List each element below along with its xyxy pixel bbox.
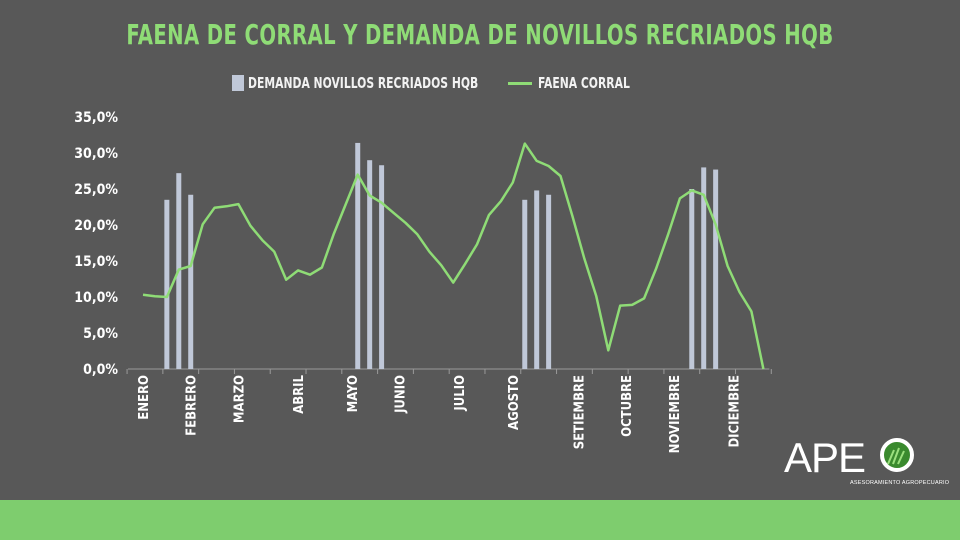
footer-bar <box>0 500 960 540</box>
demand-bar <box>689 189 695 369</box>
legend: DEMANDA NOVILLOS RECRIADOS HQB FAENA COR… <box>0 74 960 96</box>
legend-bars-label: DEMANDA NOVILLOS RECRIADOS HQB <box>248 74 479 92</box>
demand-bar <box>164 199 170 369</box>
y-tick-label: 20,0% <box>74 218 118 234</box>
demand-bar <box>379 165 385 369</box>
month-label: JULIO <box>453 375 468 412</box>
demand-bar <box>188 194 194 369</box>
y-tick-label: 30,0% <box>74 146 118 162</box>
month-label: AGOSTO <box>507 375 522 430</box>
y-tick-label: 5,0% <box>83 326 118 342</box>
legend-item-line: FAENA CORRAL <box>508 74 653 92</box>
faena-corral-line <box>142 142 765 370</box>
month-label: ENERO <box>137 375 152 420</box>
y-tick-label: 35,0% <box>74 110 118 126</box>
demand-bar <box>701 167 707 369</box>
month-label: DICIEMBRE <box>728 375 743 448</box>
chart-title: FAENA DE CORRAL Y DEMANDA DE NOVILLOS RE… <box>126 18 834 51</box>
y-tick-label: 25,0% <box>74 182 118 198</box>
month-label: NOVIEMBRE <box>668 375 683 453</box>
month-label: JUNIO <box>393 375 408 414</box>
month-label: SETIEMBRE <box>572 375 587 449</box>
month-label: MARZO <box>232 375 247 423</box>
legend-bar-swatch <box>232 75 244 91</box>
demand-bar <box>522 199 528 369</box>
month-label: ABRIL <box>292 374 307 413</box>
month-label: MAYO <box>346 375 361 412</box>
y-tick-label: 0,0% <box>83 362 118 378</box>
legend-item-bars: DEMANDA NOVILLOS RECRIADOS HQB <box>232 74 536 92</box>
month-label: FEBRERO <box>185 375 200 436</box>
logo-subtitle: ASESORAMIENTO AGROPECUARIO <box>850 480 950 486</box>
demand-bar <box>355 142 361 369</box>
month-label: OCTUBRE <box>620 375 635 437</box>
demand-bar <box>546 194 552 369</box>
leaf-icon <box>880 438 914 472</box>
y-tick-label: 10,0% <box>74 290 118 306</box>
legend-line-label: FAENA CORRAL <box>538 74 630 92</box>
legend-line-swatch <box>508 81 532 85</box>
y-tick-label: 15,0% <box>74 254 118 270</box>
demand-bar <box>534 190 540 369</box>
logo: APE ASESORAMIENTO AGROPECUARIO <box>784 434 949 494</box>
demand-bar <box>713 169 719 369</box>
demand-bar <box>367 160 373 369</box>
logo-text: APE <box>784 434 866 481</box>
chart-plot: 0,0% 5,0% 10,0% 15,0% 20,0% 25,0% 30,0% 35,0% EN… <box>74 110 772 453</box>
